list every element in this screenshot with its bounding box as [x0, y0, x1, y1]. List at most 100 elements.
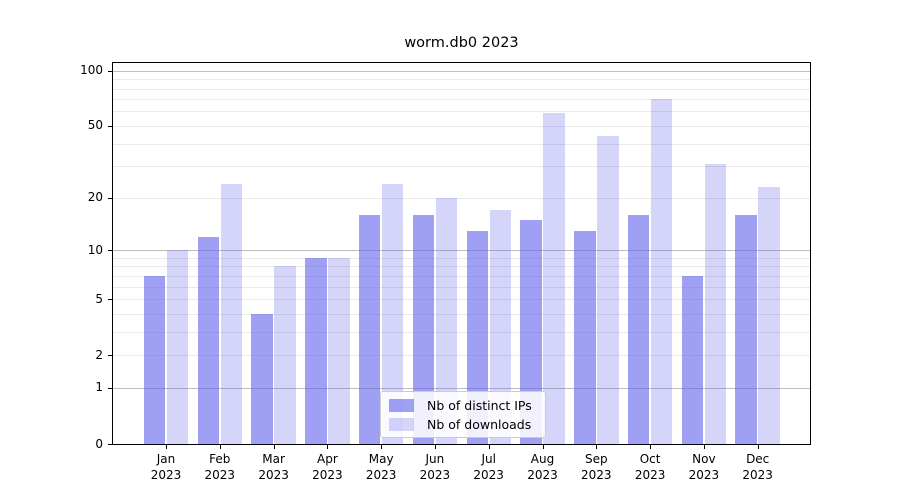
x-tick-mark-aug — [542, 444, 544, 449]
legend-item-nb-of-distinct-ips: Nb of distinct IPs — [389, 398, 537, 413]
y-tick-mark-1 — [108, 387, 113, 389]
legend: Nb of distinct IPs Nb of downloads — [380, 391, 546, 438]
x-tick-year: 2023 — [473, 467, 504, 482]
x-tick-mark-may — [381, 444, 383, 449]
x-tick-month: May — [368, 452, 394, 466]
minor-gridline — [113, 299, 810, 300]
x-tick-label-oct: Oct 2023 — [620, 452, 680, 483]
minor-gridline — [113, 355, 810, 357]
legend-label-nb-of-downloads: Nb of downloads — [427, 416, 532, 432]
minor-gridline — [113, 79, 810, 81]
minor-gridline — [113, 313, 810, 315]
minor-gridline — [113, 331, 810, 333]
x-tick-label-jun: Jun 2023 — [405, 452, 465, 483]
y-tick-mark-20 — [108, 197, 113, 199]
x-tick-mark-oct — [650, 444, 652, 449]
x-tick-month: Jul — [481, 452, 496, 466]
x-tick-month: Oct — [639, 452, 661, 466]
bar-nb-of-downloads-jun — [435, 197, 458, 444]
bar-nb-of-distinct-ips-jun — [412, 214, 435, 444]
bar-nb-of-downloads-mar — [274, 266, 296, 444]
x-tick-label-mar: Mar 2023 — [244, 452, 304, 483]
x-tick-month: Apr — [317, 452, 338, 466]
minor-gridline — [113, 197, 810, 199]
x-tick-label-aug: Aug 2023 — [513, 452, 573, 483]
x-tick-year: 2023 — [581, 467, 612, 482]
y-tick-mark-50 — [108, 125, 113, 127]
major-gridline — [113, 70, 810, 72]
x-tick-mark-dec — [757, 444, 759, 449]
x-tick-label-jan: Jan 2023 — [136, 452, 196, 483]
y-tick-mark-2 — [108, 355, 113, 357]
x-tick-month: Dec — [746, 452, 770, 466]
minor-gridline — [113, 143, 810, 145]
x-tick-label-sep: Sep 2023 — [566, 452, 626, 483]
x-tick-year: 2023 — [365, 467, 397, 482]
bar-nb-of-distinct-ips-mar — [251, 313, 273, 444]
bar-nb-of-downloads-feb — [220, 183, 242, 444]
y-tick-label-100: 100 — [80, 63, 103, 78]
minor-gridline — [113, 125, 810, 127]
x-tick-mark-apr — [327, 444, 329, 449]
legend-item-nb-of-downloads: Nb of downloads — [389, 417, 537, 432]
minor-gridline — [113, 111, 810, 113]
minor-gridline — [113, 257, 810, 259]
bar-nb-of-distinct-ips-feb — [197, 236, 219, 444]
y-tick-label-5: 5 — [95, 291, 103, 306]
x-tick-label-nov: Nov 2023 — [674, 452, 734, 483]
y-tick-mark-10 — [108, 250, 113, 251]
x-tick-year: 2023 — [150, 467, 182, 482]
bar-nb-of-downloads-sep — [597, 136, 619, 444]
bar-nb-of-distinct-ips-jan — [143, 275, 166, 444]
x-tick-mark-feb — [219, 444, 221, 449]
plot-area: 0 1 2 5 10 20 50 100 Jan 2023 Feb 2023 Mar 2023 Apr 202… — [80, 62, 811, 482]
minor-gridline — [113, 166, 810, 168]
x-tick-label-feb: Feb 2023 — [190, 452, 250, 483]
y-tick-mark-0 — [108, 444, 113, 445]
x-tick-mark-nov — [703, 444, 705, 449]
bar-nb-of-downloads-jan — [166, 250, 189, 444]
x-tick-mark-jul — [488, 444, 490, 449]
x-tick-year: 2023 — [742, 467, 773, 482]
legend-swatch-nb-of-downloads — [389, 417, 414, 431]
bar-nb-of-distinct-ips-dec — [735, 214, 757, 444]
x-tick-mark-sep — [596, 444, 598, 449]
bar-nb-of-distinct-ips-jul — [466, 230, 488, 444]
x-tick-year: 2023 — [634, 467, 666, 482]
x-tick-label-jul: Jul 2023 — [459, 452, 519, 483]
y-tick-mark-5 — [108, 299, 113, 300]
y-tick-label-50: 50 — [87, 118, 103, 133]
x-tick-month: Aug — [530, 452, 555, 466]
bar-nb-of-distinct-ips-apr — [305, 257, 327, 444]
bar-nb-of-downloads-nov — [704, 163, 727, 444]
x-tick-label-apr: Apr 2023 — [297, 452, 357, 483]
x-tick-mark-jun — [434, 444, 436, 449]
bar-nb-of-downloads-oct — [650, 99, 673, 444]
bar-nb-of-downloads-apr — [328, 257, 350, 444]
x-tick-month: Jun — [425, 452, 445, 466]
x-tick-label-may: May 2023 — [351, 452, 411, 483]
minor-gridline — [113, 99, 810, 101]
y-tick-label-20: 20 — [87, 190, 103, 205]
bar-nb-of-downloads-aug — [543, 112, 565, 444]
y-tick-label-10: 10 — [87, 242, 103, 257]
y-tick-label-2: 2 — [95, 347, 103, 362]
legend-swatch-nb-of-distinct-ips — [389, 398, 414, 412]
x-tick-month: Mar — [262, 452, 285, 466]
major-gridline — [113, 250, 810, 251]
bar-nb-of-distinct-ips-sep — [574, 230, 596, 444]
legend-label-nb-of-distinct-ips: Nb of distinct IPs — [427, 397, 532, 413]
bar-nb-of-downloads-dec — [758, 186, 780, 444]
x-tick-label-dec: Dec 2023 — [728, 452, 788, 483]
x-tick-year: 2023 — [258, 467, 289, 482]
x-tick-month: Sep — [584, 452, 608, 466]
x-tick-year: 2023 — [204, 467, 236, 482]
x-tick-mark-mar — [273, 444, 275, 449]
minor-gridline — [113, 266, 810, 268]
x-tick-month: Jan — [156, 452, 176, 466]
bar-nb-of-downloads-jul — [489, 210, 511, 444]
x-tick-mark-jan — [166, 444, 167, 449]
x-tick-year: 2023 — [527, 467, 558, 482]
x-tick-year: 2023 — [688, 467, 720, 482]
x-tick-month: Nov — [692, 452, 716, 466]
